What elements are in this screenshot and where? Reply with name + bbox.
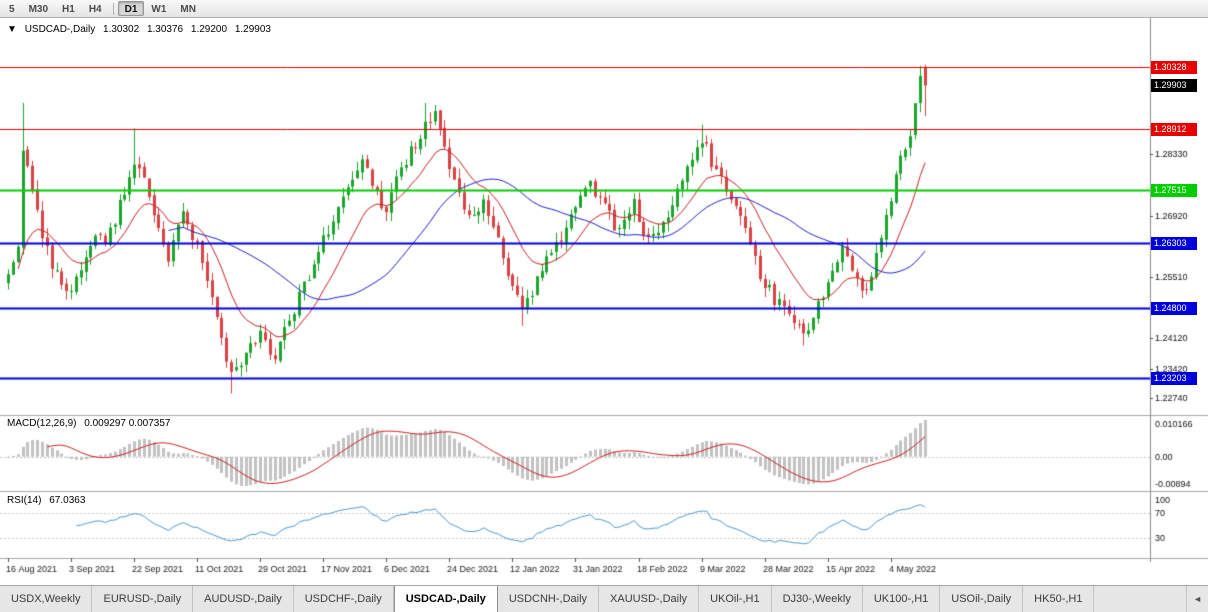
current-price-tag: 1.29903 <box>1151 79 1197 92</box>
rsi-indicator-label: RSI(14) 67.0363 <box>7 495 85 506</box>
symbol-tab-usoil[interactable]: USOil-,Daily <box>940 586 1024 612</box>
price-level-tag[interactable]: 1.28912 <box>1151 123 1197 136</box>
symbol-tab-hk50[interactable]: HK50-,H1 <box>1023 586 1095 612</box>
timeframe-button-mn[interactable]: MN <box>180 4 196 15</box>
timeframe-button-5[interactable]: 5 <box>9 4 15 15</box>
ohlc-open: 1.30302 <box>103 24 140 35</box>
timeframe-button-w1[interactable]: W1 <box>151 4 167 15</box>
symbol-info: ▼ USDCAD-,Daily 1.30302 1.30376 1.29200 … <box>7 24 271 35</box>
symbol-tab-ukoil[interactable]: UKOil-,H1 <box>699 586 772 612</box>
price-level-tag[interactable]: 1.26303 <box>1151 237 1197 250</box>
toolbar-separator <box>112 2 114 15</box>
symbol-tab-xauusd[interactable]: XAUUSD-,Daily <box>599 586 700 612</box>
timeframe-button-m30[interactable]: M30 <box>28 4 49 15</box>
timeframe-toolbar: 5 M30 H1 H4 D1 W1 MN <box>0 0 1208 18</box>
ohlc-low: 1.29200 <box>190 24 228 35</box>
chart-area[interactable]: ▼ USDCAD-,Daily 1.30302 1.30376 1.29200 … <box>0 18 1208 585</box>
macd-values: 0.009297 0.007357 <box>84 418 171 429</box>
tabs-scroll-left-icon[interactable]: ◄ <box>1186 586 1208 612</box>
collapse-chart-icon[interactable]: ▼ <box>7 24 17 35</box>
symbol-tab-usdcad[interactable]: USDCAD-,Daily <box>393 586 498 612</box>
symbol-tab-dj30[interactable]: DJ30-,Weekly <box>771 586 863 612</box>
symbol-title: USDCAD-,Daily <box>24 24 96 35</box>
rsi-name: RSI(14) <box>7 495 42 506</box>
price-level-tag[interactable]: 1.23203 <box>1151 372 1197 385</box>
symbol-tab-usdchf[interactable]: USDCHF-,Daily <box>293 586 394 612</box>
price-chart-canvas[interactable] <box>0 18 1208 585</box>
timeframe-button-h1[interactable]: H1 <box>62 4 75 15</box>
ohlc-close: 1.29903 <box>234 24 271 35</box>
price-level-tag[interactable]: 1.24800 <box>1151 302 1197 315</box>
macd-name: MACD(12,26,9) <box>7 418 77 429</box>
timeframe-button-d1[interactable]: D1 <box>117 1 145 16</box>
ohlc-high: 1.30376 <box>146 24 184 35</box>
symbol-tab-audusd[interactable]: AUDUSD-,Daily <box>193 586 294 612</box>
symbol-tab-usdcnh[interactable]: USDCNH-,Daily <box>497 586 600 612</box>
macd-indicator-label: MACD(12,26,9) 0.009297 0.007357 <box>7 418 170 429</box>
price-level-tag[interactable]: 1.27515 <box>1151 184 1197 197</box>
symbol-tab-eurusd[interactable]: EURUSD-,Daily <box>92 586 194 612</box>
timeframe-button-h4[interactable]: H4 <box>88 4 102 15</box>
symbol-tab-uk100[interactable]: UK100-,H1 <box>862 586 941 612</box>
rsi-value: 67.0363 <box>49 495 86 506</box>
symbol-tab-usdx[interactable]: USDX,Weekly <box>0 586 93 612</box>
price-level-tag[interactable]: 1.30328 <box>1151 61 1197 74</box>
symbol-tab-bar: USDX,Weekly EURUSD-,Daily AUDUSD-,Daily USD… <box>0 585 1208 612</box>
